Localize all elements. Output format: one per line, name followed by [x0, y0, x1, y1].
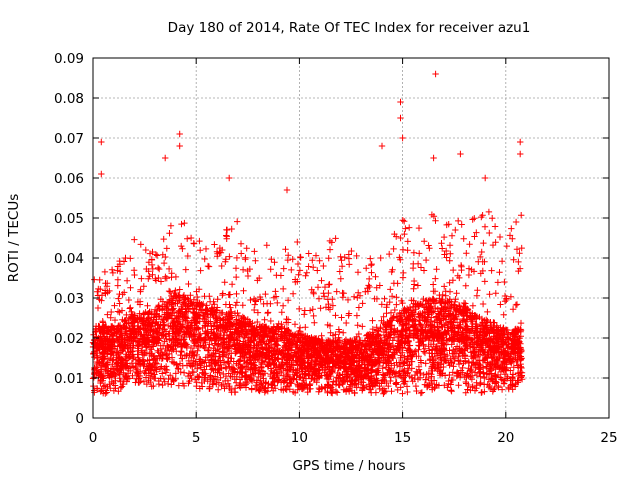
- y-tick-label: 0.06: [54, 171, 84, 187]
- y-tick-label: 0: [75, 411, 84, 427]
- y-tick-label: 0.03: [54, 291, 84, 307]
- x-tick-label: 25: [600, 430, 617, 446]
- y-tick-label: 0.05: [54, 211, 84, 227]
- scatter-points: [89, 70, 526, 397]
- x-tick-label: 5: [192, 430, 201, 446]
- x-axis-label: GPS time / hours: [292, 458, 405, 474]
- y-tick-label: 0.09: [54, 51, 84, 67]
- x-tick-label: 0: [89, 430, 98, 446]
- x-tick-label: 20: [497, 430, 514, 446]
- data-points: [89, 70, 526, 397]
- x-axis-ticks: 0 5 10 15 20 25: [89, 58, 618, 446]
- x-tick-label: 15: [394, 430, 411, 446]
- x-tick-label: 10: [291, 430, 308, 446]
- y-tick-label: 0.08: [54, 91, 84, 107]
- chart-title: Day 180 of 2014, Rate Of TEC Index for r…: [168, 20, 531, 36]
- y-tick-label: 0.02: [54, 331, 84, 347]
- y-tick-label: 0.04: [54, 251, 84, 267]
- y-tick-label: 0.07: [54, 131, 84, 147]
- y-tick-label: 0.01: [54, 371, 84, 387]
- y-axis-ticks: 0 0.01 0.02 0.03 0.04 0.05 0.06 0.07 0.08 0.09: [54, 51, 609, 427]
- plot-frame: [92, 57, 610, 419]
- y-axis-label: ROTI / TECUs: [6, 194, 22, 282]
